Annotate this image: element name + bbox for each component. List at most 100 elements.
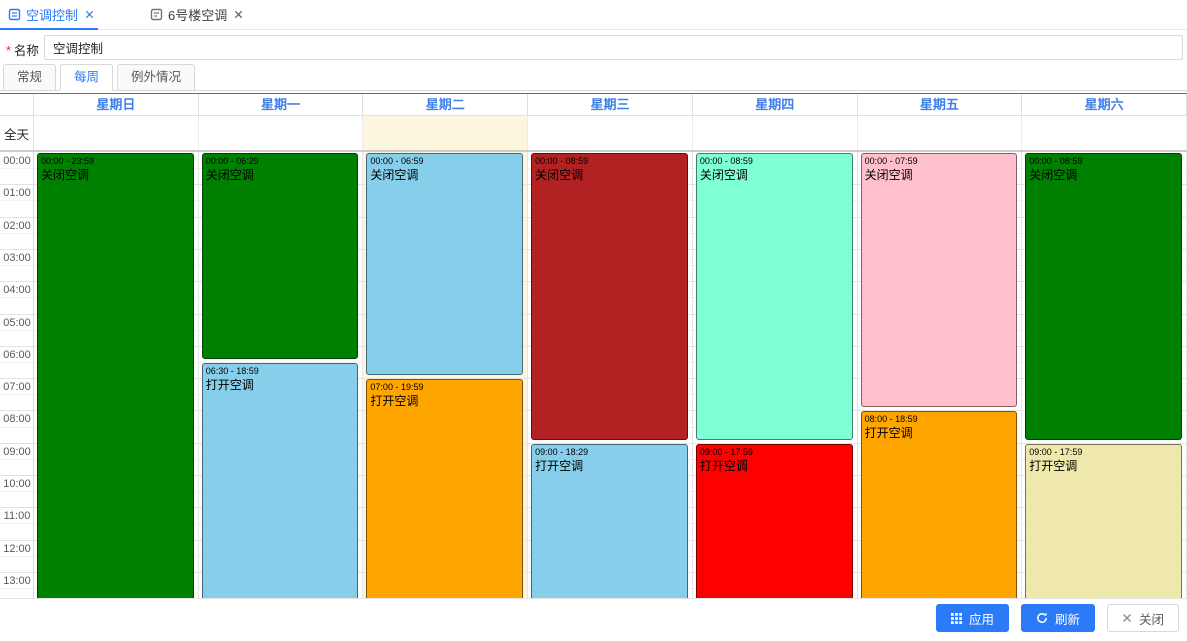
window-tab-building6-ac[interactable]: 6号楼空调 [150,0,243,30]
event-block[interactable]: 00:00 - 07:59 关闭空调 [860,153,1018,408]
schedule-document-icon [8,8,21,21]
hour-label: 10:00 [3,478,31,490]
name-form-row: * 名称 [0,31,1187,63]
day-header-5: 星期五 [858,94,1023,115]
event-time-range: 09:00 - 17:59 [1029,446,1083,457]
calendar-time-grid[interactable]: 00:00 01:00 02:00 03:00 04:00 05:00 06:00 07:00… [0,152,1187,599]
refresh-button[interactable]: 刷新 [1020,604,1095,632]
day-column-4[interactable] [693,152,858,598]
event-title: 打开空调 [205,377,254,392]
event-time-range: 08:00 - 18:59 [864,414,918,425]
time-gutter [0,152,34,598]
tab-general[interactable]: 常规 [3,64,57,91]
event-block[interactable]: 09:00 - 18:29 打开空调 [531,443,688,598]
day-header-2: 星期二 [363,94,529,115]
allday-cell-1[interactable] [199,116,364,150]
refresh-button-label: 刷新 [1054,612,1080,627]
day-column-1[interactable] [199,152,364,598]
allday-cell-0[interactable] [34,116,199,150]
event-title: 关闭空调 [205,168,254,182]
name-input[interactable] [44,35,1183,60]
day-column-5[interactable] [858,152,1023,598]
event-block[interactable]: 00:00 - 08:59 关闭空调 [531,153,688,440]
day-column-3[interactable] [528,152,693,598]
calendar-day-header-row: 星期日 星期一 星期二 星期三 星期四 星期五 星期六 [0,93,1187,116]
day-header-4: 星期四 [693,94,858,115]
event-title: 关闭空调 [1029,168,1078,182]
schedule-document-icon [150,8,163,21]
event-block[interactable]: 00:00 - 06:29 关闭空调 [201,153,359,359]
day-header-6: 星期六 [1022,94,1187,115]
window-tab-label: 空调控制 [26,8,79,23]
hour-label: 02:00 [3,219,31,232]
close-x-icon [1122,613,1132,623]
event-block[interactable]: 07:00 - 19:59 打开空调 [366,379,524,598]
footer-action-bar: 应用 刷新 关闭 [935,604,1179,632]
event-title: 关闭空调 [370,168,419,182]
event-time-range: 00:00 - 08:59 [1029,156,1083,166]
hour-label: 04:00 [3,284,31,297]
event-time-range: 00:00 - 08:59 [699,156,753,166]
hour-label: 11:00 [3,510,31,523]
window-tab-label: 6号楼空调 [168,8,228,23]
allday-cell-5[interactable] [858,116,1023,150]
apply-button[interactable]: 应用 [935,604,1009,632]
event-time-range: 00:00 - 07:59 [864,156,918,166]
weekly-calendar: 星期日 星期一 星期二 星期三 星期四 星期五 星期六 全天 00:00 01:00 02:00… [0,93,1187,599]
event-block[interactable]: 00:00 - 23:59 关闭空调 [37,153,194,598]
allday-cell-3[interactable] [528,116,693,150]
tab-exceptions[interactable]: 例外情况 [117,64,196,91]
day-column-0[interactable] [34,152,199,598]
name-field-label: * 名称 [6,44,39,58]
event-time-range: 00:00 - 08:59 [535,156,589,166]
hour-line [0,442,1187,444]
event-time-range: 06:30 - 18:59 [205,365,259,376]
event-block[interactable]: 09:00 - 17:59 打开空调 [695,443,853,598]
window-tab-ac-control[interactable]: 空调控制 [0,0,99,30]
event-time-range: 07:00 - 19:59 [370,382,424,393]
close-button-label: 关闭 [1138,612,1164,627]
hour-label: 00:00 [3,155,31,167]
event-block[interactable]: 08:00 - 18:59 打开空调 [860,411,1018,598]
event-title: 打开空调 [699,458,748,473]
allday-label: 全天 [0,116,34,150]
apply-button-label: 应用 [968,612,994,627]
allday-cell-4[interactable] [693,116,858,150]
day-column-6[interactable] [1022,152,1187,598]
hour-label: 01:00 [3,187,31,200]
event-time-range: 09:00 - 17:59 [699,446,753,457]
grid-apply-icon [950,612,962,624]
view-tab-bar: 常规 每周 例外情况 [0,63,1187,91]
day-header-1: 星期一 [199,94,364,115]
event-block[interactable]: 00:00 - 08:59 关闭空调 [1025,153,1182,440]
allday-cell-6[interactable] [1022,116,1187,150]
close-tab-icon[interactable] [234,10,243,19]
event-title: 关闭空调 [864,168,913,182]
event-block[interactable]: 06:30 - 18:59 打开空调 [201,362,359,598]
hour-label: 09:00 [3,445,31,458]
event-title: 关闭空调 [41,168,90,182]
event-block[interactable]: 00:00 - 08:59 关闭空调 [695,153,853,440]
header-gutter-cell [0,94,34,115]
hour-label: 07:00 [3,381,31,394]
close-button[interactable]: 关闭 [1106,604,1179,632]
required-mark: * [6,44,11,58]
hour-label: 08:00 [3,413,31,426]
window-tab-bar: 空调控制 6号楼空调 [0,0,1187,30]
event-block[interactable]: 00:00 - 06:59 关闭空调 [366,153,524,376]
calendar-allday-row: 全天 [0,116,1187,152]
event-time-range: 00:00 - 06:29 [205,156,259,166]
event-title: 打开空调 [535,458,584,473]
tab-weekly[interactable]: 每周 [60,64,114,91]
close-tab-icon[interactable] [85,10,94,19]
event-title: 打开空调 [864,426,913,441]
event-block[interactable]: 09:00 - 17:59 打开空调 [1025,443,1182,598]
event-title: 打开空调 [370,394,419,409]
event-time-range: 00:00 - 06:59 [370,156,424,166]
event-title: 关闭空调 [535,168,584,182]
refresh-icon [1036,612,1048,624]
hour-label: 06:00 [3,348,31,361]
hour-label: 12:00 [3,542,31,555]
day-header-0: 星期日 [34,94,199,115]
allday-cell-2[interactable] [363,116,529,150]
